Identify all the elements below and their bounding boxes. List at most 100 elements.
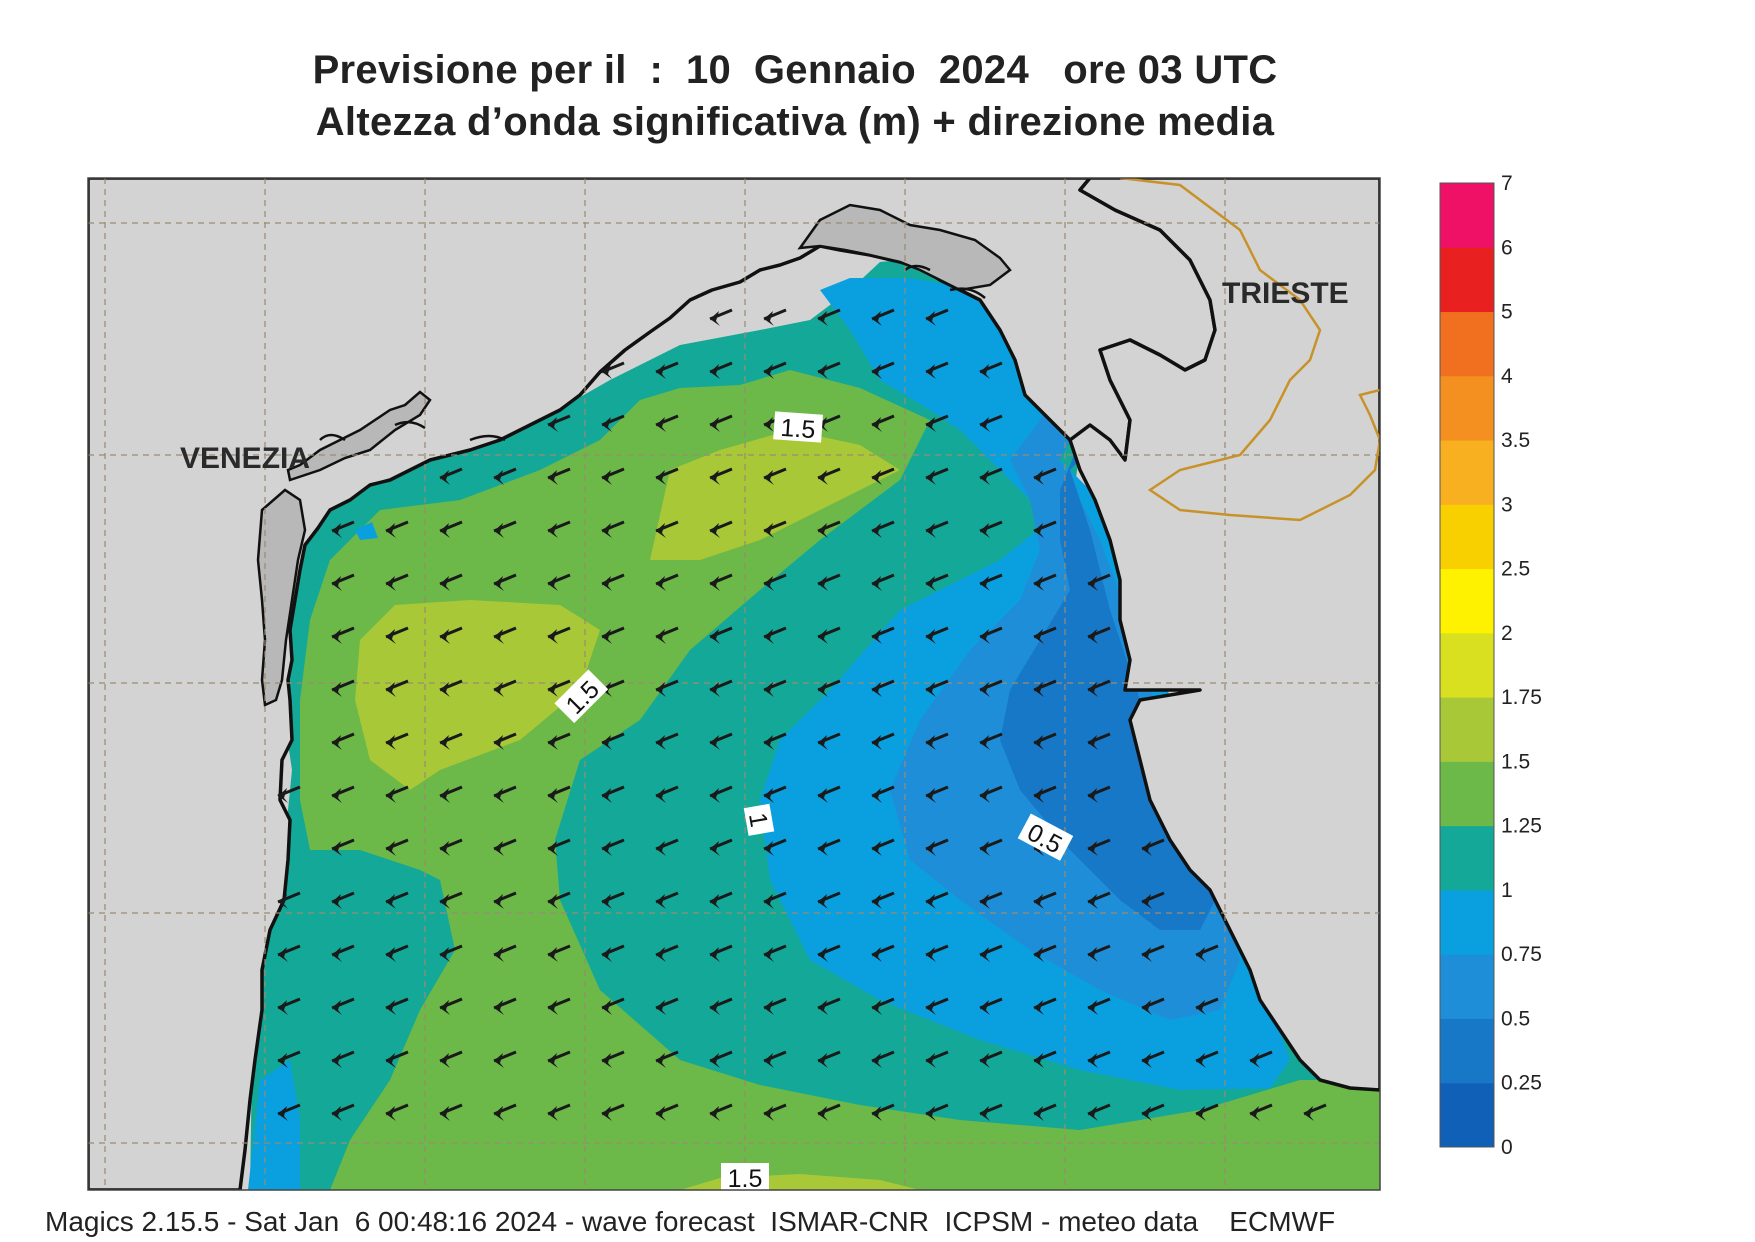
wave-arrow-head	[764, 417, 774, 432]
wave-arrow-head	[1034, 1000, 1044, 1015]
wave-arrow-head	[710, 470, 720, 485]
colorbar-swatch	[1440, 825, 1494, 891]
colorbar-swatch	[1440, 761, 1494, 827]
wave-arrow-head	[764, 947, 774, 962]
wave-arrow-head	[1196, 1000, 1206, 1015]
wave-arrow-head	[602, 947, 612, 962]
wave-arrow-head	[548, 629, 558, 644]
wave-arrow-head	[764, 682, 774, 697]
wave-arrow-head	[548, 1053, 558, 1068]
wave-arrow-head	[386, 576, 396, 591]
wave-arrow-head	[332, 841, 342, 856]
wave-arrow-head	[332, 1000, 342, 1015]
wave-arrow-head	[494, 788, 504, 803]
sea-coastal-venice	[355, 522, 378, 540]
wave-arrow-head	[1034, 947, 1044, 962]
contour-label-1: 1.5	[773, 411, 823, 444]
wave-arrow-head	[1142, 894, 1152, 909]
wave-arrow-head	[1250, 1053, 1260, 1068]
wave-arrow-head	[602, 629, 612, 644]
wave-arrow-head	[494, 894, 504, 909]
wave-arrow-head	[1034, 1106, 1044, 1121]
colorbar-tick-label: 1	[1501, 879, 1513, 902]
colorbar-swatch	[1440, 311, 1494, 377]
wave-arrow-head	[710, 947, 720, 962]
wave-arrow-head	[494, 682, 504, 697]
wave-arrow-head	[818, 682, 828, 697]
wave-arrow-head	[494, 523, 504, 538]
wave-arrow-head	[1088, 1000, 1098, 1015]
wave-arrow-head	[872, 1000, 882, 1015]
wave-arrow-head	[1142, 1053, 1152, 1068]
colorbar-swatch	[1440, 504, 1494, 570]
wave-arrow-head	[872, 629, 882, 644]
wave-arrow-head	[602, 1000, 612, 1015]
wave-arrow-head	[548, 841, 558, 856]
colorbar-swatch	[1440, 697, 1494, 762]
wave-arrow-head	[440, 841, 450, 856]
wave-arrow-head	[386, 894, 396, 909]
wave-arrow-head	[1142, 1000, 1152, 1015]
wave-arrow-head	[980, 523, 990, 538]
wave-arrow-head	[656, 682, 666, 697]
wave-arrow-head	[1088, 629, 1098, 644]
wave-arrow-head	[710, 417, 720, 432]
wave-arrow-head	[872, 947, 882, 962]
wave-arrow-head	[926, 735, 936, 750]
colorbar-swatch	[1440, 889, 1494, 955]
wave-arrow-head	[494, 1053, 504, 1068]
wave-arrow-head	[656, 470, 666, 485]
wave-arrow-head	[1034, 788, 1044, 803]
wave-arrow-head	[1088, 788, 1098, 803]
colorbar-tick-label: 1.25	[1501, 815, 1542, 838]
wave-arrow-head	[386, 682, 396, 697]
wave-arrow-head	[602, 523, 612, 538]
wave-arrow-head	[1088, 1106, 1098, 1121]
colorbar-tick-label: 2.5	[1501, 558, 1530, 581]
wave-arrow-head	[872, 311, 882, 326]
wave-arrow-head	[440, 1000, 450, 1015]
wave-arrow-head	[980, 788, 990, 803]
wave-arrow-head	[494, 470, 504, 485]
wave-arrow-head	[656, 947, 666, 962]
wave-arrow-head	[548, 576, 558, 591]
wave-arrow-head	[1196, 1106, 1206, 1121]
wave-arrow-head	[818, 523, 828, 538]
wave-arrow-head	[656, 1000, 666, 1015]
wave-arrow-head	[818, 1053, 828, 1068]
wave-arrow-head	[440, 1106, 450, 1121]
colorbar-tick-label: 3.5	[1501, 429, 1530, 452]
wave-arrow-head	[818, 629, 828, 644]
svg-text:1.5: 1.5	[728, 1165, 763, 1193]
colorbar-swatch	[1440, 568, 1494, 634]
wave-arrow-head	[764, 1000, 774, 1015]
wave-arrow-head	[332, 576, 342, 591]
wave-arrow-head	[1088, 576, 1098, 591]
wave-arrow-head	[818, 735, 828, 750]
wave-arrow-head	[926, 629, 936, 644]
wave-arrow-head	[440, 735, 450, 750]
wave-arrow-head	[386, 841, 396, 856]
colorbar-tick-label: 5	[1501, 301, 1513, 324]
wave-arrow-head	[494, 841, 504, 856]
wave-arrow-head	[980, 470, 990, 485]
wave-arrow-head	[332, 629, 342, 644]
wave-arrow-head	[656, 523, 666, 538]
wave-arrow-head	[710, 894, 720, 909]
wave-arrow-head	[926, 470, 936, 485]
wave-arrow-head	[602, 735, 612, 750]
wave-arrow-head	[872, 735, 882, 750]
wave-arrow-head	[440, 629, 450, 644]
wave-arrow-head	[926, 894, 936, 909]
wave-arrow-head	[548, 788, 558, 803]
wave-arrow-head	[980, 1000, 990, 1015]
wave-arrow-head	[872, 364, 882, 379]
wave-arrow-head	[656, 629, 666, 644]
colorbar-tick-label: 0.5	[1501, 1007, 1530, 1030]
sea-coastal-south	[248, 1060, 300, 1190]
wave-arrow-head	[1250, 1106, 1260, 1121]
wave-arrow-head	[1142, 947, 1152, 962]
wave-arrow-head	[764, 735, 774, 750]
wave-arrow-head	[818, 576, 828, 591]
wave-arrow-head	[1034, 629, 1044, 644]
